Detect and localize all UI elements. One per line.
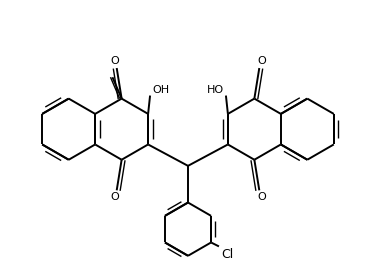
Text: O: O: [257, 56, 266, 66]
Text: O: O: [257, 192, 266, 202]
Text: O: O: [110, 192, 119, 202]
Text: HO: HO: [207, 84, 224, 95]
Text: OH: OH: [152, 84, 169, 95]
Text: O: O: [110, 56, 119, 66]
Text: Cl: Cl: [221, 248, 233, 261]
